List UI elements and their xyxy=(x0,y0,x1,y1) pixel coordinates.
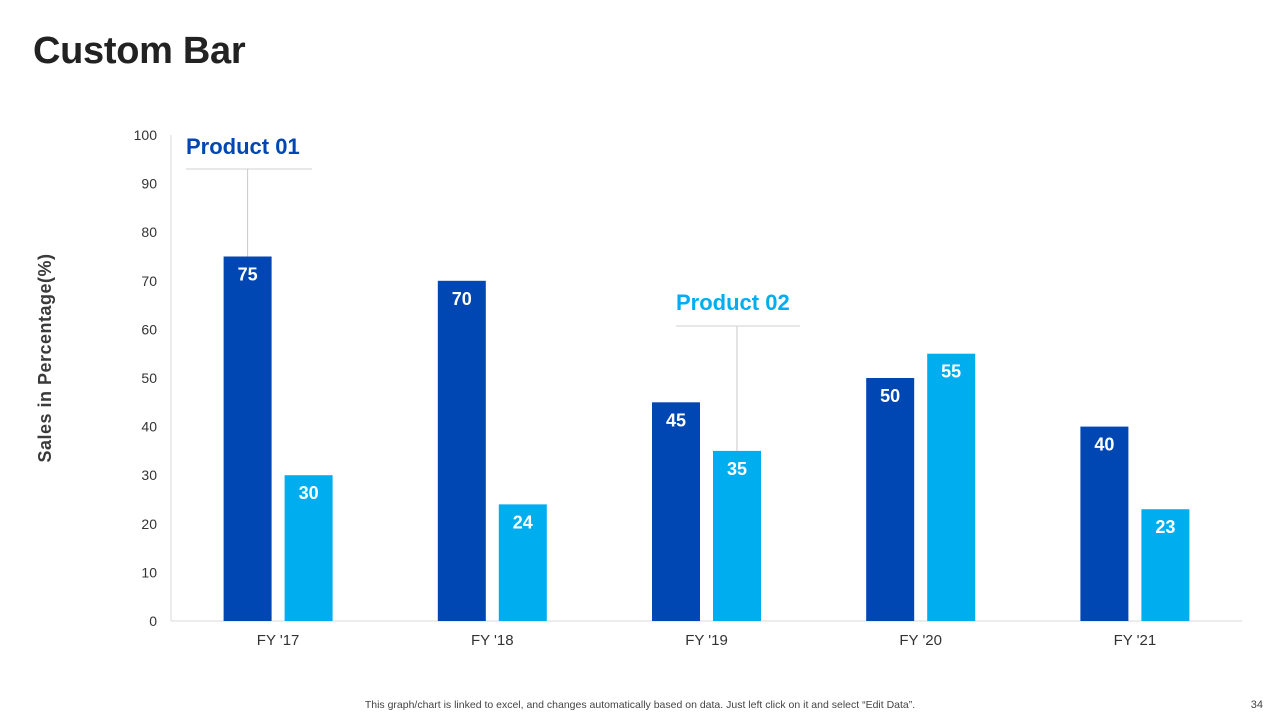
bar-value-label: 23 xyxy=(1155,517,1175,537)
bar-value-label: 55 xyxy=(941,362,961,382)
x-tick-label: FY '20 xyxy=(899,632,942,649)
bar-product-01[interactable] xyxy=(1080,426,1129,621)
y-tick-label: 50 xyxy=(141,370,157,386)
bar-value-label: 35 xyxy=(727,459,747,479)
y-tick-label: 30 xyxy=(141,467,157,483)
x-tick-label: FY '17 xyxy=(257,632,300,649)
slide-title: Custom Bar xyxy=(33,30,246,72)
bar-product-01[interactable] xyxy=(652,402,700,621)
bar-product-02[interactable] xyxy=(498,504,547,621)
bar-value-label: 70 xyxy=(452,289,472,309)
bar-value-label: 45 xyxy=(666,410,686,430)
bar-product-02[interactable] xyxy=(713,450,761,621)
annotation-label: Product 02 xyxy=(676,290,790,315)
y-tick-label: 0 xyxy=(149,613,157,629)
x-tick-label: FY '18 xyxy=(471,632,514,649)
y-tick-label: 90 xyxy=(141,176,157,192)
y-axis-label: Sales in Percentage(%) xyxy=(35,253,55,462)
y-tick-label: 10 xyxy=(141,564,157,580)
bar-product-02[interactable] xyxy=(927,353,976,621)
annotation-label: Product 01 xyxy=(186,134,300,159)
footer-note: This graph/chart is linked to excel, and… xyxy=(364,699,916,711)
bar-product-02[interactable] xyxy=(284,475,333,621)
y-tick-label: 80 xyxy=(141,224,157,240)
bar-product-01[interactable] xyxy=(866,378,915,621)
x-tick-label: FY '19 xyxy=(685,632,728,649)
bar-value-label: 30 xyxy=(299,483,319,503)
x-axis-ticks: FY '17 FY '18 FY '19 FY '20 FY '21 xyxy=(257,632,1156,649)
page-number: 34 xyxy=(1250,699,1263,711)
y-tick-label: 60 xyxy=(141,321,157,337)
y-axis-ticks: 0 10 20 30 40 50 60 70 80 90 100 xyxy=(134,127,158,629)
x-tick-label: FY '21 xyxy=(1114,632,1157,649)
y-tick-label: 40 xyxy=(141,419,157,435)
bar-series: 75 70 45 50 40 30 24 35 55 23 xyxy=(223,256,1190,622)
bar-product-02[interactable] xyxy=(1141,509,1190,621)
bar-value-label: 75 xyxy=(238,265,258,285)
y-tick-label: 100 xyxy=(134,127,158,143)
series-annotations: Product 01 Product 02 xyxy=(186,134,800,451)
bar-product-01[interactable] xyxy=(223,256,272,622)
bar-value-label: 50 xyxy=(880,386,900,406)
y-tick-label: 70 xyxy=(141,273,157,289)
bar-value-label: 24 xyxy=(513,512,533,532)
y-tick-label: 20 xyxy=(141,516,157,532)
bar-value-label: 40 xyxy=(1094,435,1114,455)
bar-product-01[interactable] xyxy=(437,280,486,621)
